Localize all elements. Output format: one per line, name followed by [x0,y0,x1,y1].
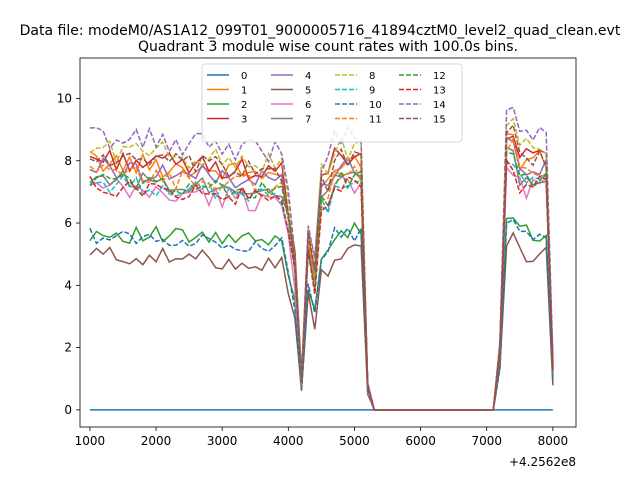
series-10-line [89,218,554,411]
y-tick-label: 8 [64,154,72,168]
x-tick-label: 5000 [339,434,370,448]
x-tick-label: 1000 [75,434,106,448]
x-tick-label: 8000 [538,434,569,448]
series-2-line [89,217,554,411]
x-tick-label: 3000 [207,434,238,448]
x-tick-label: 2000 [141,434,172,448]
legend-label-12: 12 [433,71,446,82]
y-tick-label: 6 [64,216,72,230]
legend-label-10: 10 [369,100,382,111]
y-tick-label: 10 [57,91,72,105]
legend-label-13: 13 [433,86,446,97]
x-tick-label: 6000 [405,434,436,448]
legend-label-3: 3 [241,115,247,126]
y-tick-label: 0 [64,403,72,417]
legend-label-7: 7 [305,115,311,126]
series-15-line [89,123,554,411]
legend-label-8: 8 [369,71,375,82]
chart-title: Quadrant 3 module wise count rates with … [138,39,518,55]
y-tick-label: 2 [64,341,72,355]
y-tick-label: 4 [64,278,72,292]
plot-area [89,106,554,411]
legend-label-11: 11 [369,115,382,126]
legend-label-14: 14 [433,100,446,111]
legend-label-0: 0 [241,71,247,82]
legend-label-2: 2 [241,100,247,111]
series-8-line [89,117,554,411]
x-axis: 1000 2000 3000 4000 5000 6000 7000 8000 [75,427,568,448]
x-tick-label: 4000 [273,434,304,448]
y-axis: 0 2 4 6 8 10 [57,91,80,417]
legend-label-6: 6 [305,100,311,111]
axes-frame [79,57,577,428]
series-13-line [89,157,554,411]
legend-label-4: 4 [305,71,311,82]
legend-label-1: 1 [241,86,247,97]
legend-label-9: 9 [369,86,375,97]
legend-label-5: 5 [305,86,311,97]
legend-frame [201,63,463,143]
x-offset-label: +4.2562e8 [509,455,576,469]
legend-label-15: 15 [433,115,446,126]
x-tick-label: 7000 [471,434,502,448]
chart-suptitle: Data file: modeM0/AS1A12_099T01_90000057… [20,23,621,39]
